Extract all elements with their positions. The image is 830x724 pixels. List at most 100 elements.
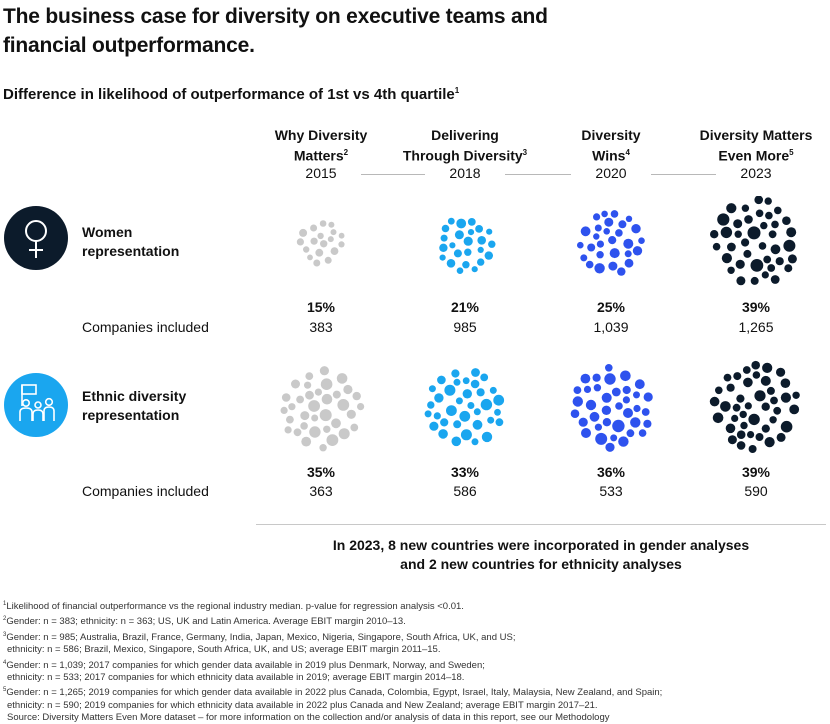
bubble [747, 431, 755, 439]
bubble [343, 384, 353, 395]
companies-count-women-2018: 985 [453, 319, 477, 335]
bubble [741, 204, 750, 212]
bubble [462, 389, 472, 399]
bubble [733, 372, 742, 381]
footnote: ethnicity: n = 590; 2019 companies for w… [7, 699, 598, 711]
bubble [601, 392, 612, 403]
bubble [748, 413, 760, 426]
source-note: Source: Diversity Matters Even More data… [7, 712, 610, 724]
bubble [623, 408, 633, 418]
bubble-cluster-women-2018 [405, 200, 525, 293]
bubble [456, 267, 464, 274]
bubble [602, 418, 612, 427]
bubble [324, 256, 332, 264]
bubble [617, 267, 626, 276]
bubble [780, 378, 791, 388]
year-label-2018: 2018 [425, 165, 505, 181]
bubble [305, 372, 314, 380]
bubble [736, 276, 746, 286]
bubble [603, 228, 610, 235]
column-header-2020: Diversity Wins4 [581, 127, 641, 164]
bubble [596, 251, 604, 259]
bubble [321, 393, 333, 405]
bubble [580, 254, 588, 262]
bubble [792, 391, 800, 399]
bubble [475, 225, 483, 233]
bubble [789, 404, 800, 415]
bubble [721, 253, 732, 264]
bubble [770, 244, 781, 255]
bubble [763, 255, 772, 264]
bubble [470, 379, 480, 389]
bubble [585, 399, 597, 411]
bubble [750, 259, 764, 272]
bubble [766, 386, 775, 395]
bubble [715, 386, 723, 395]
bubble [641, 408, 650, 416]
bubble [319, 220, 327, 227]
bubble [308, 400, 320, 412]
bubble [775, 257, 784, 266]
value-label-ethnic-2015: 35% [306, 464, 336, 480]
bubble [293, 428, 302, 437]
year-label-2023: 2023 [716, 165, 796, 181]
bubble [587, 243, 596, 252]
bubble [573, 386, 582, 394]
bubble [760, 375, 771, 386]
footnote: ethnicity: n = 586; Brazil, Mexico, Sing… [7, 644, 441, 656]
bubble [338, 232, 345, 239]
bubble [444, 384, 456, 396]
bubble [626, 429, 635, 438]
bubble [310, 237, 318, 245]
bubble [758, 242, 767, 250]
bubble [761, 424, 770, 433]
bubble [338, 241, 345, 248]
bubble [433, 412, 441, 420]
bubble [783, 239, 796, 252]
footnote: 3Gender: n = 985; Australia, Brazil, Fra… [3, 631, 516, 644]
bubble [622, 396, 630, 404]
bubble [741, 238, 750, 247]
bubble [440, 234, 448, 242]
bubble [467, 402, 475, 409]
companies-count-women-2023: 1,265 [738, 319, 774, 335]
bubble [288, 403, 296, 411]
bubble [615, 402, 623, 410]
companies-count-ethnic-2018: 586 [453, 483, 477, 499]
bubble [755, 209, 764, 218]
bubble [495, 418, 504, 427]
value-label-women-2020: 25% [596, 299, 626, 315]
bubble [751, 360, 760, 370]
bubble [786, 227, 797, 238]
bubble [300, 422, 308, 430]
bubble [767, 264, 776, 272]
value-label-women-2023: 39% [741, 299, 771, 315]
bubble [776, 367, 786, 377]
bubble [744, 402, 752, 410]
bubble [446, 405, 457, 416]
bubble [572, 396, 583, 407]
bubble [309, 426, 321, 438]
bubble [776, 432, 786, 442]
bubble [723, 373, 732, 382]
bubble [754, 195, 763, 205]
bubble [784, 264, 793, 273]
bubble [332, 390, 341, 399]
bubble [319, 444, 327, 452]
bubble [754, 390, 766, 402]
bubble [462, 377, 470, 385]
bubble [314, 388, 322, 396]
bubble [481, 431, 493, 443]
bubble [610, 434, 618, 442]
bubble [286, 415, 294, 424]
bubble [735, 259, 745, 269]
bubble [471, 266, 478, 273]
column-header-2015: Why Diversity Matters2 [274, 127, 368, 164]
bubble [611, 387, 621, 397]
bubble [726, 203, 737, 214]
bubble [424, 410, 432, 418]
bubble [755, 433, 764, 441]
bubble [577, 241, 584, 249]
bubble [489, 386, 497, 394]
bubble [585, 260, 594, 269]
